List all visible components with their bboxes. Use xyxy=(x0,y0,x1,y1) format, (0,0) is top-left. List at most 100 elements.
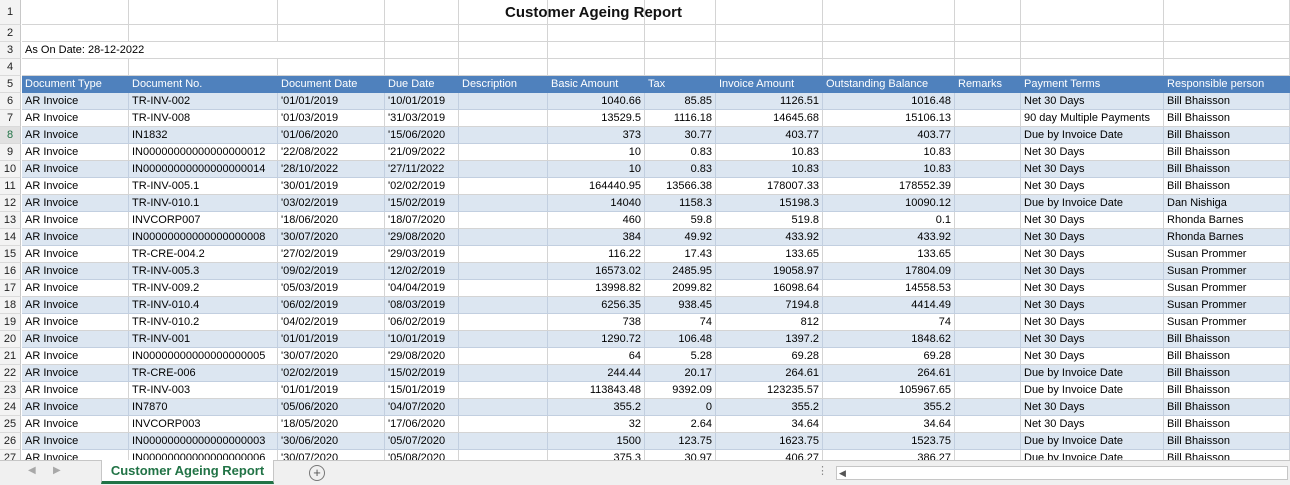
cell[interactable] xyxy=(548,59,645,76)
row-header[interactable]: 18 xyxy=(0,297,21,314)
table-cell[interactable]: AR Invoice xyxy=(22,161,129,178)
table-cell[interactable] xyxy=(459,178,548,195)
table-cell[interactable]: Bill Bhaisson xyxy=(1164,331,1290,348)
table-cell[interactable]: 2485.95 xyxy=(645,263,716,280)
table-cell[interactable]: 59.8 xyxy=(645,212,716,229)
column-header[interactable]: Document Date xyxy=(278,76,385,93)
table-cell[interactable]: '27/11/2022 xyxy=(385,161,459,178)
cell[interactable] xyxy=(385,0,459,25)
table-cell[interactable]: AR Invoice xyxy=(22,314,129,331)
row-header[interactable]: 15 xyxy=(0,246,21,263)
cell[interactable] xyxy=(548,42,645,59)
table-cell[interactable]: 1623.75 xyxy=(716,433,823,450)
cell[interactable] xyxy=(645,25,716,42)
table-cell[interactable]: 106.48 xyxy=(645,331,716,348)
table-row[interactable]: 6 AR Invoice TR-INV-002'01/01/2019'10/01/2… xyxy=(0,93,1290,110)
table-cell[interactable] xyxy=(459,365,548,382)
table-cell[interactable]: '29/08/2020 xyxy=(385,348,459,365)
table-cell[interactable] xyxy=(955,161,1021,178)
table-cell[interactable]: 433.92 xyxy=(716,229,823,246)
table-cell[interactable]: 938.45 xyxy=(645,297,716,314)
table-cell[interactable]: INVCORP007 xyxy=(129,212,278,229)
table-cell[interactable]: 178007.33 xyxy=(716,178,823,195)
table-cell[interactable]: 812 xyxy=(716,314,823,331)
cell[interactable] xyxy=(22,25,129,42)
table-cell[interactable]: '05/03/2019 xyxy=(278,280,385,297)
row-header[interactable]: 5 xyxy=(0,76,21,93)
table-row[interactable]: 24 AR Invoice IN7870'05/06/2020'04/07/2020… xyxy=(0,399,1290,416)
table-cell[interactable]: Bill Bhaisson xyxy=(1164,348,1290,365)
table-cell[interactable]: 116.22 xyxy=(548,246,645,263)
table-cell[interactable]: Due by Invoice Date xyxy=(1021,195,1164,212)
table-cell[interactable]: AR Invoice xyxy=(22,229,129,246)
table-cell[interactable]: 10.83 xyxy=(823,144,955,161)
table-row[interactable]: 13 AR Invoice INVCORP007'18/06/2020'18/07/… xyxy=(0,212,1290,229)
table-cell[interactable]: 20.17 xyxy=(645,365,716,382)
table-cell[interactable]: 2.64 xyxy=(645,416,716,433)
table-cell[interactable] xyxy=(459,246,548,263)
cell[interactable] xyxy=(459,59,548,76)
table-cell[interactable]: AR Invoice xyxy=(22,280,129,297)
row-header[interactable]: 23 xyxy=(0,382,21,399)
cell[interactable] xyxy=(1164,59,1290,76)
table-cell[interactable]: '04/07/2020 xyxy=(385,399,459,416)
table-cell[interactable]: Bill Bhaisson xyxy=(1164,144,1290,161)
cell[interactable] xyxy=(955,0,1021,25)
table-cell[interactable]: AR Invoice xyxy=(22,263,129,280)
table-cell[interactable]: 15106.13 xyxy=(823,110,955,127)
table-row[interactable]: 18 AR Invoice TR-INV-010.4'06/02/2019'08/0… xyxy=(0,297,1290,314)
table-cell[interactable]: 244.44 xyxy=(548,365,645,382)
table-cell[interactable] xyxy=(955,416,1021,433)
table-cell[interactable]: TR-CRE-004.2 xyxy=(129,246,278,263)
cell[interactable] xyxy=(823,25,955,42)
cell[interactable] xyxy=(955,42,1021,59)
cell[interactable] xyxy=(278,25,385,42)
table-cell[interactable]: Due by Invoice Date xyxy=(1021,433,1164,450)
table-cell[interactable]: 6256.35 xyxy=(548,297,645,314)
cell[interactable] xyxy=(823,59,955,76)
column-header[interactable]: Description xyxy=(459,76,548,93)
table-cell[interactable]: Dan Nishiga xyxy=(1164,195,1290,212)
table-cell[interactable]: Bill Bhaisson xyxy=(1164,93,1290,110)
cell[interactable] xyxy=(645,59,716,76)
table-cell[interactable]: '09/02/2019 xyxy=(278,263,385,280)
table-cell[interactable]: Due by Invoice Date xyxy=(1021,365,1164,382)
table-cell[interactable]: 32 xyxy=(548,416,645,433)
table-cell[interactable]: 178552.39 xyxy=(823,178,955,195)
cell[interactable] xyxy=(823,0,955,25)
table-cell[interactable] xyxy=(459,110,548,127)
table-cell[interactable]: Bill Bhaisson xyxy=(1164,161,1290,178)
table-cell[interactable]: 164440.95 xyxy=(548,178,645,195)
report-title[interactable]: Customer Ageing Report xyxy=(505,4,682,21)
previous-sheet-arrow-icon[interactable]: ◀ xyxy=(28,465,36,476)
table-cell[interactable] xyxy=(459,382,548,399)
table-cell[interactable] xyxy=(459,297,548,314)
row-header[interactable]: 7 xyxy=(0,110,21,127)
table-cell[interactable]: Net 30 Days xyxy=(1021,297,1164,314)
table-cell[interactable]: 5.28 xyxy=(645,348,716,365)
table-cell[interactable]: '06/02/2019 xyxy=(278,297,385,314)
table-cell[interactable] xyxy=(459,195,548,212)
table-cell[interactable]: Net 30 Days xyxy=(1021,331,1164,348)
table-cell[interactable]: '30/06/2020 xyxy=(278,433,385,450)
table-cell[interactable]: '15/01/2019 xyxy=(385,382,459,399)
table-cell[interactable]: 13529.5 xyxy=(548,110,645,127)
table-row[interactable]: 16 AR Invoice TR-INV-005.3'09/02/2019'12/0… xyxy=(0,263,1290,280)
table-cell[interactable]: IN1832 xyxy=(129,127,278,144)
cell[interactable] xyxy=(645,0,716,25)
table-cell[interactable]: 13566.38 xyxy=(645,178,716,195)
table-cell[interactable]: Net 30 Days xyxy=(1021,416,1164,433)
column-header[interactable]: Outstanding Balance xyxy=(823,76,955,93)
column-header[interactable]: Due Date xyxy=(385,76,459,93)
table-cell[interactable] xyxy=(955,178,1021,195)
table-cell[interactable]: Susan Prommer xyxy=(1164,246,1290,263)
table-cell[interactable]: Bill Bhaisson xyxy=(1164,433,1290,450)
table-cell[interactable]: Bill Bhaisson xyxy=(1164,399,1290,416)
row-header[interactable]: 12 xyxy=(0,195,21,212)
table-cell[interactable]: Bill Bhaisson xyxy=(1164,382,1290,399)
row-header[interactable]: 4 xyxy=(0,59,21,76)
table-cell[interactable]: Net 30 Days xyxy=(1021,229,1164,246)
table-cell[interactable]: '27/02/2019 xyxy=(278,246,385,263)
table-cell[interactable]: 69.28 xyxy=(823,348,955,365)
table-row[interactable]: 25 AR Invoice INVCORP003'18/05/2020'17/06/… xyxy=(0,416,1290,433)
